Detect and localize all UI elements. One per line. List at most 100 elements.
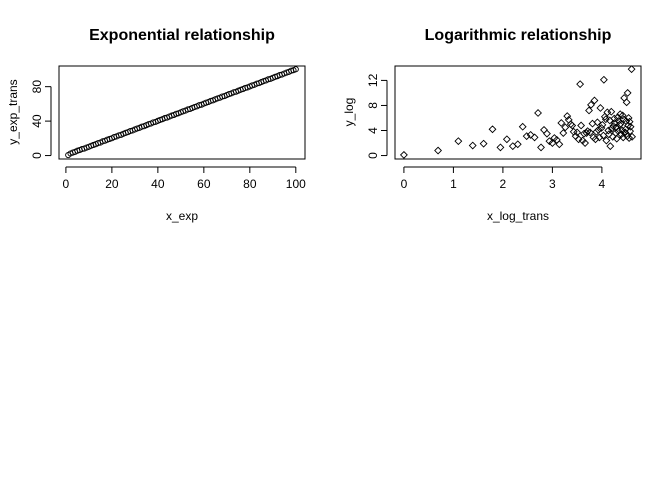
- logarithmic-point: [619, 133, 628, 142]
- logarithmic-point: [622, 98, 631, 107]
- logarithmic-point: [537, 143, 545, 152]
- exponential-x-tick-label: 60: [197, 177, 211, 191]
- logarithmic-point: [604, 130, 613, 139]
- exponential-panel: Exponential relationship x_exp y_exp_tra…: [6, 27, 306, 223]
- logarithmic-point: [595, 133, 604, 142]
- logarithmic-x-tick-label: 3: [549, 177, 556, 191]
- logarithmic-y-tick-label: 4: [366, 127, 380, 134]
- logarithmic-point: [590, 96, 599, 105]
- logarithmic-point: [526, 130, 535, 139]
- logarithmic-point: [596, 104, 605, 112]
- logarithmic-x-tick-label: 1: [450, 177, 457, 191]
- logarithmic-point: [454, 137, 463, 146]
- exponential-plot-frame: [58, 65, 306, 160]
- exponential-title: Exponential relationship: [89, 27, 275, 44]
- logarithmic-point: [625, 134, 634, 142]
- logarithmic-point: [548, 139, 557, 147]
- exponential-points: [65, 66, 299, 159]
- logarithmic-y-tick-label: 8: [366, 102, 380, 109]
- logarithmic-point: [434, 146, 442, 155]
- logarithmic-point: [577, 121, 586, 130]
- logarithmic-point: [543, 129, 551, 138]
- logarithmic-point: [618, 111, 627, 120]
- logarithmic-point: [581, 139, 590, 147]
- logarithmic-point: [502, 135, 511, 144]
- logarithmic-point: [399, 150, 408, 159]
- logarithmic-point: [598, 120, 607, 129]
- logarithmic-point: [627, 65, 636, 74]
- logarithmic-y-tick-label: 12: [366, 73, 380, 87]
- logarithmic-point: [593, 118, 602, 127]
- logarithmic-point: [606, 142, 615, 151]
- logarithmic-point: [586, 128, 594, 137]
- logarithmic-x-tick-label: 4: [599, 177, 606, 191]
- logarithmic-title: Logarithmic relationship: [425, 27, 612, 44]
- exponential-y-tick-label: 0: [30, 152, 44, 159]
- logarithmic-point: [628, 132, 637, 141]
- logarithmic-x-tick-label: 0: [401, 177, 408, 191]
- logarithmic-point: [563, 112, 572, 121]
- logarithmic-point: [568, 121, 577, 130]
- logarithmic-point: [604, 126, 613, 135]
- exponential-x-tick-label: 0: [63, 177, 70, 191]
- logarithmic-point: [612, 134, 621, 143]
- logarithmic-point: [496, 143, 505, 152]
- exponential-point: [292, 66, 299, 73]
- logarithmic-point: [582, 129, 591, 137]
- logarithmic-point: [616, 110, 625, 119]
- logarithmic-point: [587, 100, 595, 109]
- exponential-y-tick-label: 40: [30, 114, 44, 128]
- exponential-y-axis: 0 40 80: [30, 80, 52, 159]
- logarithmic-point: [518, 122, 527, 131]
- logarithmic-point: [561, 123, 570, 132]
- logarithmic-y-tick-label: 0: [366, 152, 380, 159]
- logarithmic-point: [592, 127, 601, 136]
- logarithmic-x-axis-label: x_log_trans: [487, 209, 549, 223]
- logarithmic-point: [585, 106, 593, 115]
- logarithmic-point: [557, 119, 566, 127]
- logarithmic-point: [624, 114, 633, 122]
- logarithmic-point: [559, 129, 568, 137]
- logarithmic-point: [626, 122, 635, 131]
- exponential-x-axis-label: x_exp: [166, 209, 198, 223]
- logarithmic-point: [623, 88, 632, 97]
- logarithmic-point: [626, 127, 635, 136]
- exponential-x-axis: 0 20 40 60 80 100: [63, 166, 306, 191]
- logarithmic-point: [602, 136, 611, 145]
- logarithmic-y-axis: 0 4 8 12: [366, 73, 388, 159]
- logarithmic-point: [591, 135, 600, 144]
- exponential-x-tick-label: 20: [105, 177, 119, 191]
- logarithmic-point: [574, 135, 583, 144]
- logarithmic-point: [583, 127, 592, 136]
- logarithmic-point: [599, 75, 608, 84]
- logarithmic-x-tick-label: 2: [500, 177, 507, 191]
- exponential-y-tick-label: 80: [30, 80, 44, 94]
- logarithmic-point: [594, 125, 603, 134]
- logarithmic-point: [601, 115, 610, 124]
- logarithmic-point: [573, 128, 582, 137]
- logarithmic-point: [479, 139, 488, 148]
- exponential-x-tick-label: 80: [243, 177, 257, 191]
- logarithmic-point: [534, 109, 542, 117]
- logarithmic-point: [607, 107, 616, 116]
- logarithmic-point: [530, 133, 539, 142]
- logarithmic-point: [610, 119, 619, 127]
- logarithmic-plot-frame: [394, 65, 642, 160]
- logarithmic-point: [603, 108, 612, 117]
- logarithmic-point: [616, 119, 625, 128]
- logarithmic-point: [610, 114, 619, 123]
- logarithmic-y-axis-label: y_log: [342, 98, 356, 127]
- exponential-y-axis-label: y_exp_trans: [6, 79, 20, 144]
- logarithmic-point: [576, 80, 585, 89]
- logarithmic-point: [468, 141, 477, 150]
- logarithmic-panel: Logarithmic relationship x_log_trans y_l…: [342, 27, 642, 223]
- logarithmic-point: [513, 140, 522, 149]
- logarithmic-point: [555, 140, 564, 149]
- exponential-x-tick-label: 100: [286, 177, 306, 191]
- logarithmic-x-axis: 0 1 2 3 4: [401, 166, 606, 191]
- logarithmic-point: [522, 132, 531, 141]
- logarithmic-points: [399, 65, 637, 159]
- logarithmic-point: [488, 125, 497, 134]
